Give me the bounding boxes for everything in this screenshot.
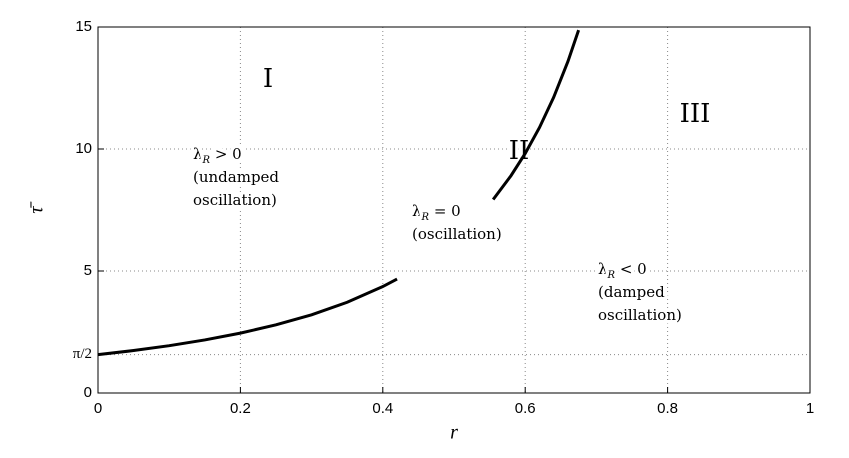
- x-tick-label: 1: [806, 400, 814, 417]
- annotation-subscript: R: [607, 270, 616, 281]
- annotation-subscript: R: [202, 155, 211, 166]
- annotation-subscript: R: [421, 212, 430, 223]
- curve: [97, 29, 581, 357]
- annotation: λR > 0: [193, 145, 242, 166]
- annotation: λR = 0: [412, 202, 461, 223]
- y-tick-label: 15: [75, 18, 92, 35]
- annotation: λR < 0: [598, 260, 647, 281]
- y-tick-label: π/2: [73, 346, 92, 362]
- annotation-line: oscillation): [598, 306, 682, 324]
- x-tick-label: 0.2: [230, 400, 251, 417]
- annotation-symbol: λ: [193, 145, 203, 163]
- y-axis-label: τ̄: [26, 201, 48, 213]
- plot-frame: [97, 26, 811, 394]
- annotation-symbol: λ: [598, 260, 608, 278]
- x-axis-label: r: [450, 422, 458, 444]
- annotation-symbol: λ: [412, 202, 422, 220]
- annotation-line: (damped: [598, 283, 665, 301]
- y-tick-label: 10: [75, 140, 92, 157]
- annotation-relation: < 0: [615, 260, 647, 278]
- annotation-relation: > 0: [210, 145, 242, 163]
- x-tick-label: 0: [94, 400, 102, 417]
- x-tick-label: 0.6: [515, 400, 536, 417]
- region-label: III: [680, 99, 711, 129]
- y-tick-label: 5: [84, 262, 92, 279]
- x-tick-label: 0.4: [372, 400, 393, 417]
- y-tick-label: 0: [84, 384, 92, 401]
- x-tick-label: 0.8: [657, 400, 678, 417]
- annotation-line: (oscillation): [412, 225, 502, 243]
- annotation-line: oscillation): [193, 191, 277, 209]
- region-label: I: [263, 64, 273, 94]
- annotation-line: (undamped: [193, 168, 279, 186]
- annotation-relation: = 0: [429, 202, 461, 220]
